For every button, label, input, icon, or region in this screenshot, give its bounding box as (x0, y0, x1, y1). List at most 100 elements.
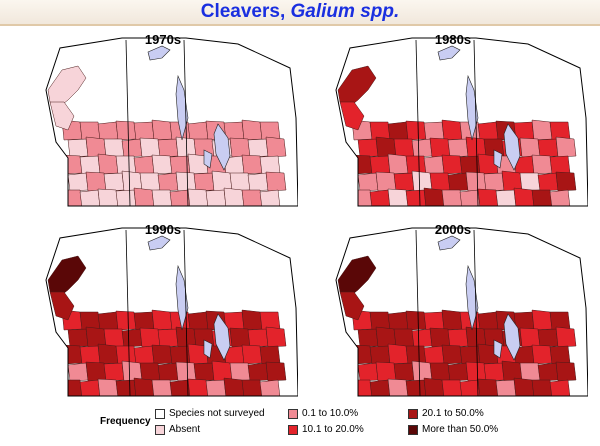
ecoregion-cell (115, 120, 137, 141)
legend-label: 0.1 to 10.0% (302, 408, 359, 419)
ecoregion-cell (175, 361, 197, 382)
ecoregion-cell (501, 360, 523, 382)
ecoregion-cell (375, 326, 397, 348)
ecoregion-cell (423, 311, 445, 331)
ecoregion-cell (61, 379, 83, 396)
title-italic: Galium spp. (290, 1, 400, 22)
ecoregion-cell (537, 328, 559, 348)
title-main: Cleavers, (200, 1, 286, 22)
ecoregion-cell (247, 172, 269, 192)
ecoregion-cell (61, 154, 83, 175)
ecoregion-cell (85, 361, 107, 382)
ecoregion-cell (411, 138, 433, 158)
ecoregion-cell (423, 121, 445, 141)
legend-swatch (408, 424, 418, 435)
ecoregion-cell (351, 154, 373, 175)
ecoregion-cell (351, 344, 373, 365)
ecoregion-cell (247, 362, 269, 382)
ecoregion-cell (387, 153, 409, 175)
prairie-map-1980s (335, 37, 588, 207)
ecoregion-cell (549, 189, 571, 206)
ecoregion-cell (67, 138, 89, 158)
ecoregion-cell (531, 309, 553, 331)
ecoregion-cell (265, 136, 287, 158)
ecoregion-cell (175, 136, 197, 158)
lake (465, 264, 479, 331)
legend-item-c4: More than 50.0% (408, 424, 498, 435)
ecoregion-cell (357, 362, 379, 382)
ecoregion-cell (79, 189, 101, 206)
ecoregion-cell (429, 137, 451, 158)
provincial-boundary (125, 229, 131, 397)
ecoregion-cell (265, 361, 287, 382)
ecoregion-cell (115, 189, 137, 206)
ecoregion-cell (133, 121, 155, 141)
lake (213, 123, 231, 171)
ecoregion-cell (495, 379, 517, 396)
ecoregion-cell (133, 345, 155, 365)
ecoregion-cell (169, 189, 191, 206)
ecoregion-cell (61, 189, 83, 206)
map-panel-1970s: 1970s (28, 30, 298, 212)
ecoregion-cell (151, 154, 173, 175)
panel-title-1980s: 1980s (434, 32, 472, 47)
ecoregion-cell (85, 326, 107, 348)
legend-item-absent: Absent (155, 424, 200, 435)
ecoregion-cell (429, 362, 451, 382)
ecoregion-cell (151, 309, 173, 331)
map-panel-2000s: 2000s (318, 220, 588, 402)
ecoregion-cell (441, 344, 463, 365)
ecoregion-cell (351, 189, 373, 206)
title-bar: Cleavers, Galium spp. (0, 0, 600, 26)
ecoregion-cell (387, 378, 409, 396)
ecoregion-cell (241, 154, 263, 175)
ecoregion-cell (133, 187, 155, 206)
province-outline (45, 227, 298, 397)
ecoregion-cell (151, 189, 173, 206)
ecoregion-cell (241, 379, 263, 396)
lake (203, 149, 213, 169)
ecoregion-cell (375, 136, 397, 158)
ecoregion-cell (405, 379, 427, 396)
ecoregion-cell (477, 311, 499, 331)
panel-title-1970s: 1970s (144, 32, 182, 47)
ecoregion-cell (495, 189, 517, 206)
prairie-map-2000s (335, 227, 588, 397)
ecoregion-cell (187, 121, 209, 141)
ecoregion-cell (211, 170, 233, 192)
ecoregion-cell (483, 362, 505, 382)
ecoregion-cell (387, 188, 409, 206)
ecoregion-cell (97, 311, 119, 331)
ecoregion-cell (465, 171, 487, 192)
lake (493, 149, 503, 169)
ecoregion-cell (459, 189, 481, 206)
ecoregion-cell (157, 172, 179, 192)
ecoregion-cell (549, 379, 571, 396)
lake (503, 313, 521, 361)
ecoregion-cell (151, 119, 173, 141)
ecoregion-cell (193, 362, 215, 382)
ecoregion-cell (441, 189, 463, 206)
ecoregion-cell (175, 171, 197, 192)
provincial-boundary (183, 39, 189, 207)
ecoregion-cell (549, 155, 571, 175)
ecoregion-cell (531, 344, 553, 365)
ecoregion-cell (423, 187, 445, 206)
ecoregion-cell (387, 311, 409, 331)
ecoregion-cell (369, 379, 391, 396)
peace-region (49, 101, 75, 131)
ecoregion-cell (555, 326, 577, 348)
ecoregion-cell (241, 189, 263, 206)
ecoregion-cell (97, 153, 119, 175)
ecoregion-cell (393, 362, 415, 382)
ecoregion-cell (79, 155, 101, 175)
legend-swatch (288, 408, 298, 419)
ecoregion-cell (501, 170, 523, 192)
legend: Frequency Species not surveyed Absent 0.… (100, 406, 580, 446)
ecoregion-cell (549, 345, 571, 365)
ecoregion-cell (423, 377, 445, 396)
ecoregion-cell (405, 189, 427, 206)
lake (175, 74, 189, 141)
prairie-map-1970s (45, 37, 298, 207)
ecoregion-cell (151, 379, 173, 396)
